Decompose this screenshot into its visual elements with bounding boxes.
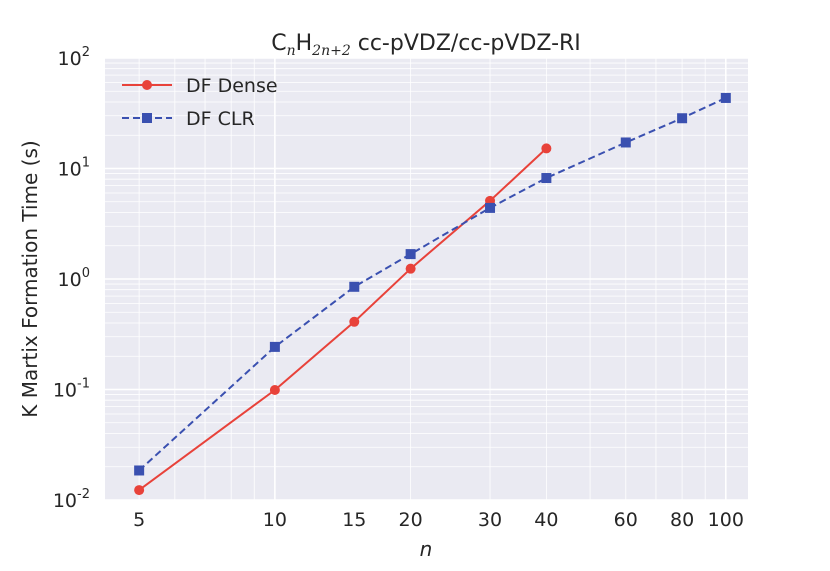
data-point-df-clr <box>134 465 145 476</box>
data-point-df-clr <box>269 341 280 352</box>
y-tick-label: 10-2 <box>53 487 90 512</box>
data-point-df-clr <box>405 249 416 260</box>
legend-dense-label: DF Dense <box>186 75 278 97</box>
y-tick-label: 10-1 <box>53 377 90 402</box>
data-point-df-clr <box>620 137 631 148</box>
x-tick-label: 100 <box>708 509 744 531</box>
data-point-df-dense <box>349 316 360 327</box>
data-point-df-clr <box>677 113 688 124</box>
minor-grid <box>105 58 748 500</box>
x-tick-label: 40 <box>534 509 558 531</box>
series-line-df-dense <box>138 147 548 491</box>
legend: DF Dense DF CLR <box>122 75 278 130</box>
legend-clr-marker <box>142 113 152 123</box>
data-point-df-clr <box>720 92 731 103</box>
data-point-df-clr <box>349 281 360 292</box>
x-tick-label: 30 <box>478 509 502 531</box>
data-point-df-dense <box>134 485 145 496</box>
x-tick-label: 10 <box>263 509 287 531</box>
y-tick-labels: 102 101 100 10-1 10-2 <box>53 45 90 512</box>
y-axis-label: K Martix Formation Time (s) <box>18 140 42 417</box>
y-tick-label: 100 <box>58 266 90 291</box>
y-tick-label: 101 <box>58 156 90 181</box>
y-tick-label: 102 <box>58 45 90 70</box>
x-tick-label: 80 <box>670 509 694 531</box>
legend-dense-marker <box>142 80 152 90</box>
x-tick-label: 60 <box>614 509 638 531</box>
major-grid <box>105 57 748 501</box>
series-layer <box>134 92 731 496</box>
x-tick-labels: 5 10 15 20 30 40 60 80 100 <box>133 509 744 531</box>
data-point-df-clr <box>541 173 552 184</box>
x-tick-label: 15 <box>342 509 366 531</box>
x-axis-label: n <box>420 537 433 561</box>
chart-title: CnH2n+2 cc-pVDZ/cc-pVDZ-RI <box>271 31 581 59</box>
x-tick-label: 20 <box>399 509 423 531</box>
legend-clr-label: DF CLR <box>186 108 255 130</box>
data-point-df-dense <box>405 263 416 274</box>
data-point-df-clr <box>485 202 496 213</box>
data-point-df-dense <box>269 384 280 395</box>
x-tick-label: 5 <box>133 509 145 531</box>
data-point-df-dense <box>541 143 552 154</box>
